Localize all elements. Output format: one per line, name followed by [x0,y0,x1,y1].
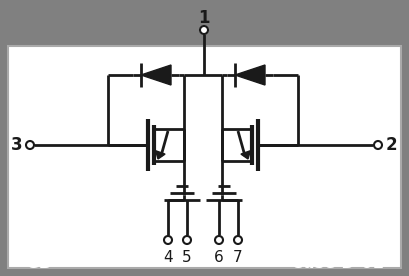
Polygon shape [156,151,165,159]
Polygon shape [141,65,171,85]
Text: 3: 3 [10,136,22,154]
Text: 1: 1 [198,9,210,27]
Text: 2: 2 [386,136,398,154]
Circle shape [374,141,382,149]
Circle shape [234,236,242,244]
Circle shape [200,26,208,34]
Text: 7: 7 [233,251,243,266]
Text: Case D 61: Case D 61 [291,254,384,272]
Circle shape [183,236,191,244]
Bar [8,46,401,268]
Text: 4: 4 [163,251,173,266]
Circle shape [164,236,172,244]
Circle shape [26,141,34,149]
Text: GB: GB [25,254,52,272]
Polygon shape [241,151,250,159]
Text: 5: 5 [182,251,192,266]
Polygon shape [235,65,265,85]
Circle shape [215,236,223,244]
Text: 6: 6 [214,251,224,266]
